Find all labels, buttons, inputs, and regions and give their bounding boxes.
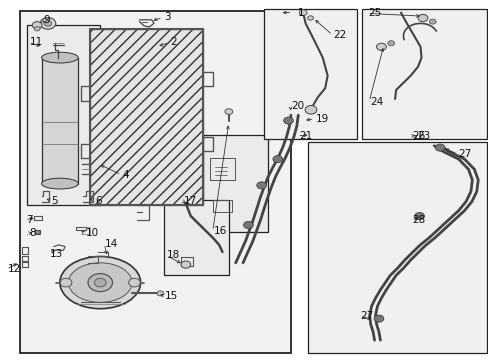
Ellipse shape	[60, 256, 141, 309]
Text: 4: 4	[122, 170, 129, 180]
Text: 10: 10	[85, 228, 99, 238]
Circle shape	[376, 43, 386, 50]
Circle shape	[373, 315, 383, 322]
Text: 25: 25	[367, 8, 381, 18]
Text: 11: 11	[29, 37, 42, 48]
Circle shape	[157, 291, 163, 296]
Text: 8: 8	[29, 228, 36, 238]
Circle shape	[88, 274, 112, 292]
Circle shape	[272, 156, 282, 163]
Circle shape	[181, 261, 190, 268]
Circle shape	[283, 117, 293, 124]
Text: 24: 24	[369, 96, 383, 107]
Circle shape	[243, 221, 253, 229]
Text: 7: 7	[26, 215, 33, 225]
Text: 21: 21	[299, 131, 312, 141]
Ellipse shape	[41, 52, 78, 63]
Text: 20: 20	[291, 101, 304, 111]
Bar	[203, 135, 267, 232]
Circle shape	[428, 19, 435, 24]
Circle shape	[32, 22, 42, 29]
Bar	[27, 25, 100, 205]
Text: 23: 23	[416, 131, 429, 141]
Text: 15: 15	[165, 291, 178, 301]
Text: 17: 17	[183, 196, 196, 206]
Text: 12: 12	[7, 264, 20, 274]
Circle shape	[256, 182, 266, 189]
Bar	[20, 11, 290, 353]
Circle shape	[299, 10, 306, 15]
Circle shape	[434, 144, 444, 151]
Circle shape	[128, 278, 140, 287]
Circle shape	[40, 18, 56, 29]
Text: 2: 2	[170, 37, 177, 48]
Text: 26: 26	[412, 131, 425, 141]
Bar	[264, 9, 356, 139]
Text: 13: 13	[50, 249, 63, 259]
Bar	[307, 142, 486, 353]
Text: 19: 19	[315, 114, 328, 124]
Text: 9: 9	[43, 15, 50, 25]
Ellipse shape	[41, 178, 78, 189]
Bar	[361, 9, 486, 139]
Circle shape	[35, 230, 40, 234]
Text: 27: 27	[458, 149, 471, 159]
Text: 6: 6	[95, 195, 102, 206]
Circle shape	[60, 278, 72, 287]
Circle shape	[307, 16, 313, 20]
Circle shape	[414, 212, 424, 220]
Circle shape	[224, 109, 232, 114]
Text: 3: 3	[163, 12, 170, 22]
Ellipse shape	[68, 263, 132, 302]
Text: 16: 16	[213, 226, 226, 236]
Text: 22: 22	[333, 30, 346, 40]
Circle shape	[417, 14, 427, 22]
Text: 1: 1	[298, 8, 305, 18]
Text: 5: 5	[51, 195, 58, 206]
Text: 14: 14	[105, 239, 118, 249]
Circle shape	[387, 41, 394, 46]
Text: 18: 18	[167, 250, 180, 260]
Circle shape	[44, 21, 52, 26]
Text: 27: 27	[360, 311, 373, 321]
Circle shape	[94, 278, 106, 287]
Circle shape	[305, 105, 316, 114]
Circle shape	[34, 27, 40, 31]
Bar	[163, 200, 228, 275]
Bar	[90, 29, 203, 205]
Text: 28: 28	[411, 215, 425, 225]
Bar	[41, 58, 78, 184]
